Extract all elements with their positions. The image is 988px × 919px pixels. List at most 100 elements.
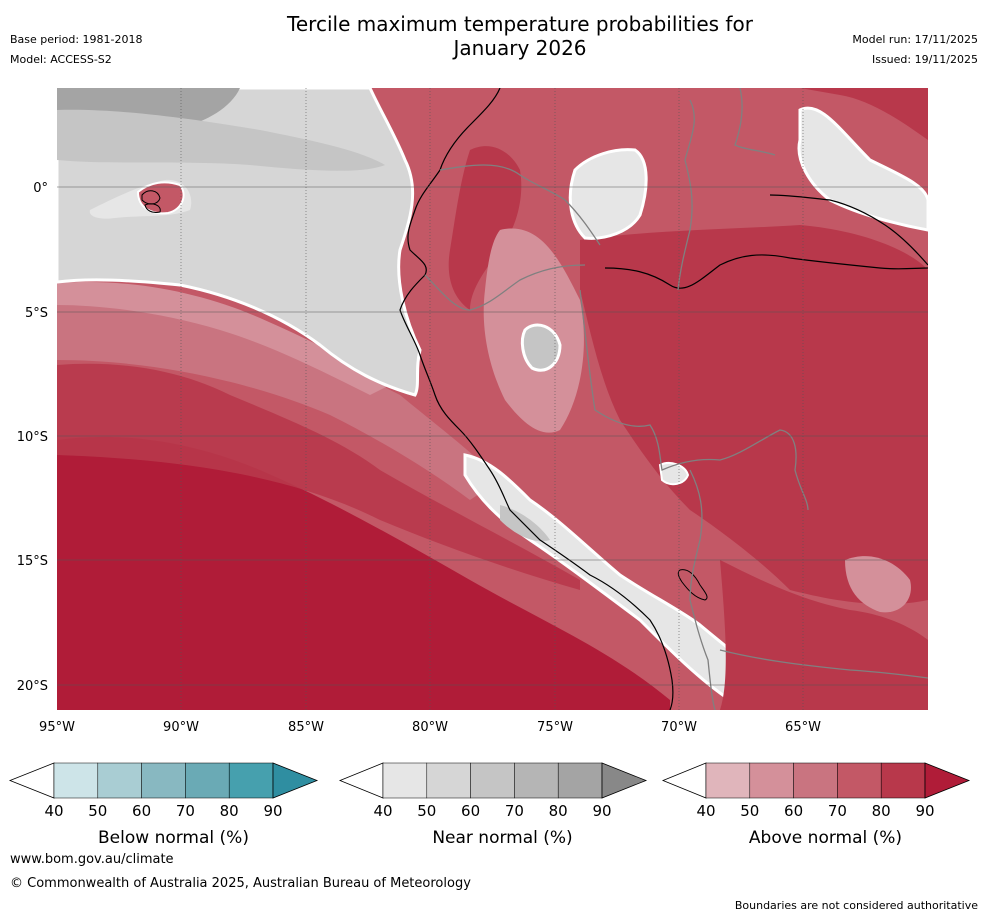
lat-label: 5°S	[25, 306, 48, 321]
colorbar-max-extend	[601, 762, 648, 799]
border-peru-brazil-bolivia	[579, 289, 809, 511]
galapagos-island-2	[144, 203, 161, 213]
lon-label: 70°W	[661, 720, 697, 735]
colorbar-tick-label: 60	[132, 802, 151, 820]
colorbar-tick-label: 90	[263, 802, 282, 820]
colorbar-max-extend	[924, 762, 971, 799]
zone-near-normal-60	[57, 109, 385, 171]
colorbar-min-extend	[338, 762, 384, 799]
colorbar-title: Below normal (%)	[98, 828, 249, 848]
graticule	[57, 88, 928, 710]
colorbar-tick-label: 50	[88, 802, 107, 820]
colorbar-segment	[185, 762, 230, 799]
boundary-disclaimer: Boundaries are not considered authoritat…	[734, 899, 978, 912]
lon-label: 75°W	[537, 720, 573, 735]
base-period: Base period: 1981-2018	[10, 33, 143, 46]
lon-label: 85°W	[288, 720, 324, 735]
lat-label: 15°S	[17, 554, 48, 569]
colorbar-segment	[557, 762, 603, 799]
zone-above-80-north	[800, 88, 928, 140]
colorbar-segment	[880, 762, 926, 799]
zone-above-80-land	[580, 225, 928, 605]
zone-above-90-ocean	[57, 436, 670, 710]
website-link[interactable]: www.bom.gov.au/climate	[10, 852, 174, 867]
colorbar-segment	[141, 762, 186, 799]
meta-left: Base period: 1981-2018 Model: ACCESS-S2	[10, 30, 142, 70]
border-venezuela-north	[734, 88, 776, 156]
colorbar-tick-label: 60	[784, 802, 803, 820]
coastline-west	[399, 88, 674, 710]
zone-near-normal-land-3	[797, 106, 928, 232]
colorbar-title: Near normal (%)	[432, 828, 572, 848]
colorbar-tick-label: 80	[549, 802, 568, 820]
colorbar-tick-label: 90	[592, 802, 611, 820]
colorbar-tick-label: 40	[373, 802, 392, 820]
lat-label: 20°S	[17, 679, 48, 694]
colorbar-tick-label: 50	[740, 802, 759, 820]
coastline-north	[769, 194, 928, 266]
colorbar-segment	[97, 762, 142, 799]
colorbar-segment	[749, 762, 794, 799]
colorbar-segment	[470, 762, 515, 799]
map-title: Tercile maximum temperature probabilitie…	[0, 12, 988, 60]
colorbar-tick-label: 60	[461, 802, 480, 820]
colorbar-tick-label: 70	[505, 802, 524, 820]
zone-near-normal-coast-60	[500, 505, 550, 542]
colorbar-title: Above normal (%)	[749, 828, 902, 848]
colorbar-segment	[705, 762, 751, 799]
border-ecuador-peru	[424, 264, 586, 311]
colorbar-tick-label: 70	[176, 802, 195, 820]
zone-above-60-ocean	[57, 284, 500, 500]
title-line-1: Tercile maximum temperature probabilitie…	[287, 12, 753, 36]
amazon-river	[604, 254, 928, 289]
lon-label: 90°W	[163, 720, 199, 735]
colorbar-segment	[837, 762, 882, 799]
lat-labels: 0° 5°S 10°S 15°S 20°S	[17, 181, 48, 694]
model-name: Model: ACCESS-S2	[10, 53, 112, 66]
colorbar-tick-label: 80	[220, 802, 239, 820]
colorbar-min-extend	[661, 762, 707, 799]
model-run: Model run: 17/11/2025	[852, 33, 978, 46]
colorbar-3: 40 50 60 70 80 90 Above normal (%)	[661, 762, 971, 848]
border-peru-bolivia-chile	[689, 469, 716, 710]
zone-above-80-ocean	[57, 363, 580, 590]
colorbar-segment	[228, 762, 274, 799]
galapagos-island-1	[141, 190, 161, 205]
colorbar-tick-label: 40	[696, 802, 715, 820]
colorbar-tick-label: 40	[44, 802, 63, 820]
colorbars: 40 50 60 70 80 90 Below normal (%) 40 50 60 70 80 90…	[8, 762, 971, 848]
colorbar-min-extend	[8, 762, 55, 799]
border-bolivia-south	[719, 649, 928, 679]
lon-label: 80°W	[412, 720, 448, 735]
lon-label: 65°W	[785, 720, 821, 735]
colorbar-tick-label: 80	[872, 802, 891, 820]
country-boundaries	[424, 88, 928, 710]
colorbar-segment	[514, 762, 559, 799]
lon-labels: 95°W 90°W 85°W 80°W 75°W 70°W 65°W	[39, 720, 821, 735]
lat-label: 0°	[33, 181, 48, 196]
zone-near-normal-land-2	[568, 148, 648, 240]
colorbar-2: 40 50 60 70 80 90 Near normal (%)	[338, 762, 648, 848]
issued-date: Issued: 19/11/2025	[871, 53, 978, 66]
copyright-text: © Commonwealth of Australia 2025, Austra…	[10, 876, 471, 891]
colorbar-tick-label: 90	[915, 802, 934, 820]
zone-above-50-southeast	[845, 556, 911, 613]
colorbar-tick-label: 50	[417, 802, 436, 820]
colorbar-segment	[426, 762, 471, 799]
colorbar-segment	[382, 762, 428, 799]
colorbar-max-extend	[272, 762, 319, 799]
colorbar-1: 40 50 60 70 80 90 Below normal (%)	[8, 762, 319, 848]
border-colombia-venezuela	[677, 99, 695, 291]
colorbar-segment	[53, 762, 99, 799]
map-area	[57, 88, 928, 710]
lon-label: 95°W	[39, 720, 75, 735]
lat-label: 10°S	[17, 430, 48, 445]
zone-above-50-ocean	[57, 281, 390, 395]
zone-near-normal-land-1	[520, 323, 562, 372]
colorbar-segment	[793, 762, 838, 799]
colorbar-tick-label: 70	[828, 802, 847, 820]
title-line-2: January 2026	[453, 36, 587, 60]
border-ecuador-colombia	[439, 164, 601, 246]
lake-titicaca	[677, 569, 708, 601]
